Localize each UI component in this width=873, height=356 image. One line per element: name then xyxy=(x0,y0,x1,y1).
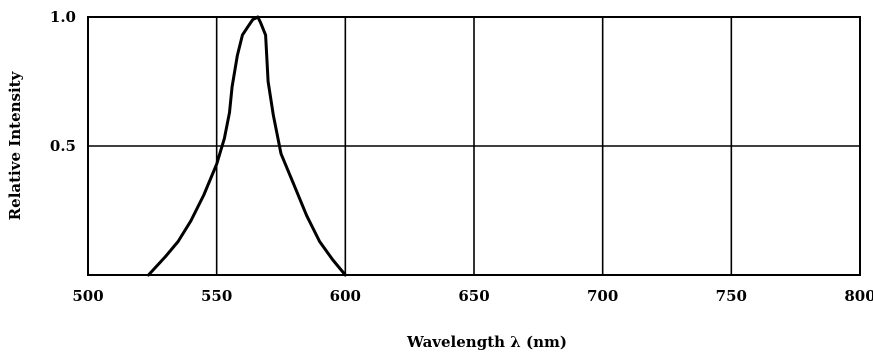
x-tick-labels: 500 550 600 650 700 750 800 xyxy=(72,287,873,305)
grid-lines xyxy=(88,17,860,275)
x-tick-label-750: 750 xyxy=(716,287,747,305)
x-tick-label-650: 650 xyxy=(458,287,489,305)
series-line-relative-intensity xyxy=(147,15,347,277)
x-tick-label-500: 500 xyxy=(72,287,103,305)
x-axis-title: Wavelength λ (nm) xyxy=(406,333,567,351)
x-tick-label-700: 700 xyxy=(587,287,618,305)
x-tick-label-550: 550 xyxy=(201,287,232,305)
y-axis-title: Relative Intensity xyxy=(6,70,24,220)
y-tick-labels: 0.5 1.0 xyxy=(50,8,76,155)
y-tick-label-1.0: 1.0 xyxy=(50,8,76,26)
plot-frame xyxy=(87,16,861,276)
y-tick-label-0.5: 0.5 xyxy=(50,137,76,155)
x-tick-label-600: 600 xyxy=(330,287,361,305)
x-tick-label-800: 800 xyxy=(844,287,873,305)
